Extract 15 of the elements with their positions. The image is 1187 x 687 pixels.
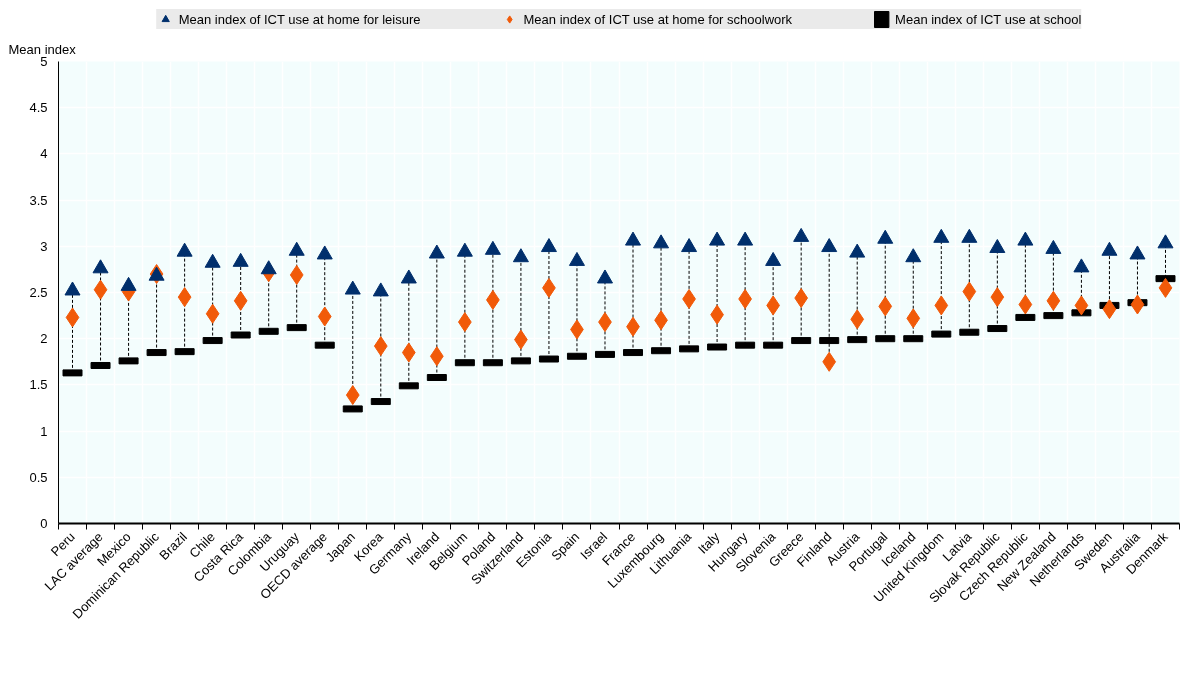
y-tick-label: 1.5 [29, 377, 48, 393]
y-tick-label: 5 [40, 54, 48, 69]
y-tick-label: 0.5 [29, 469, 48, 485]
y-tick-label: 2 [40, 331, 48, 347]
y-tick-label: 2.5 [29, 285, 48, 300]
y-tick-label: 4 [40, 146, 48, 162]
y-tick-label: 1 [40, 423, 48, 439]
y-tick-label: 4.5 [29, 100, 48, 116]
y-tick-label: 3.5 [29, 192, 48, 208]
legend-label: Mean index of ICT use at home for schoolwork [523, 11, 793, 27]
legend-label: Mean index of ICT use at school [895, 11, 1082, 27]
legend-label: Mean index of ICT use at home for leisure [178, 11, 421, 27]
y-tick-label: 3 [40, 238, 48, 254]
y-tick-label: 0 [40, 516, 48, 531]
y-axis-title: Mean index [8, 41, 77, 57]
